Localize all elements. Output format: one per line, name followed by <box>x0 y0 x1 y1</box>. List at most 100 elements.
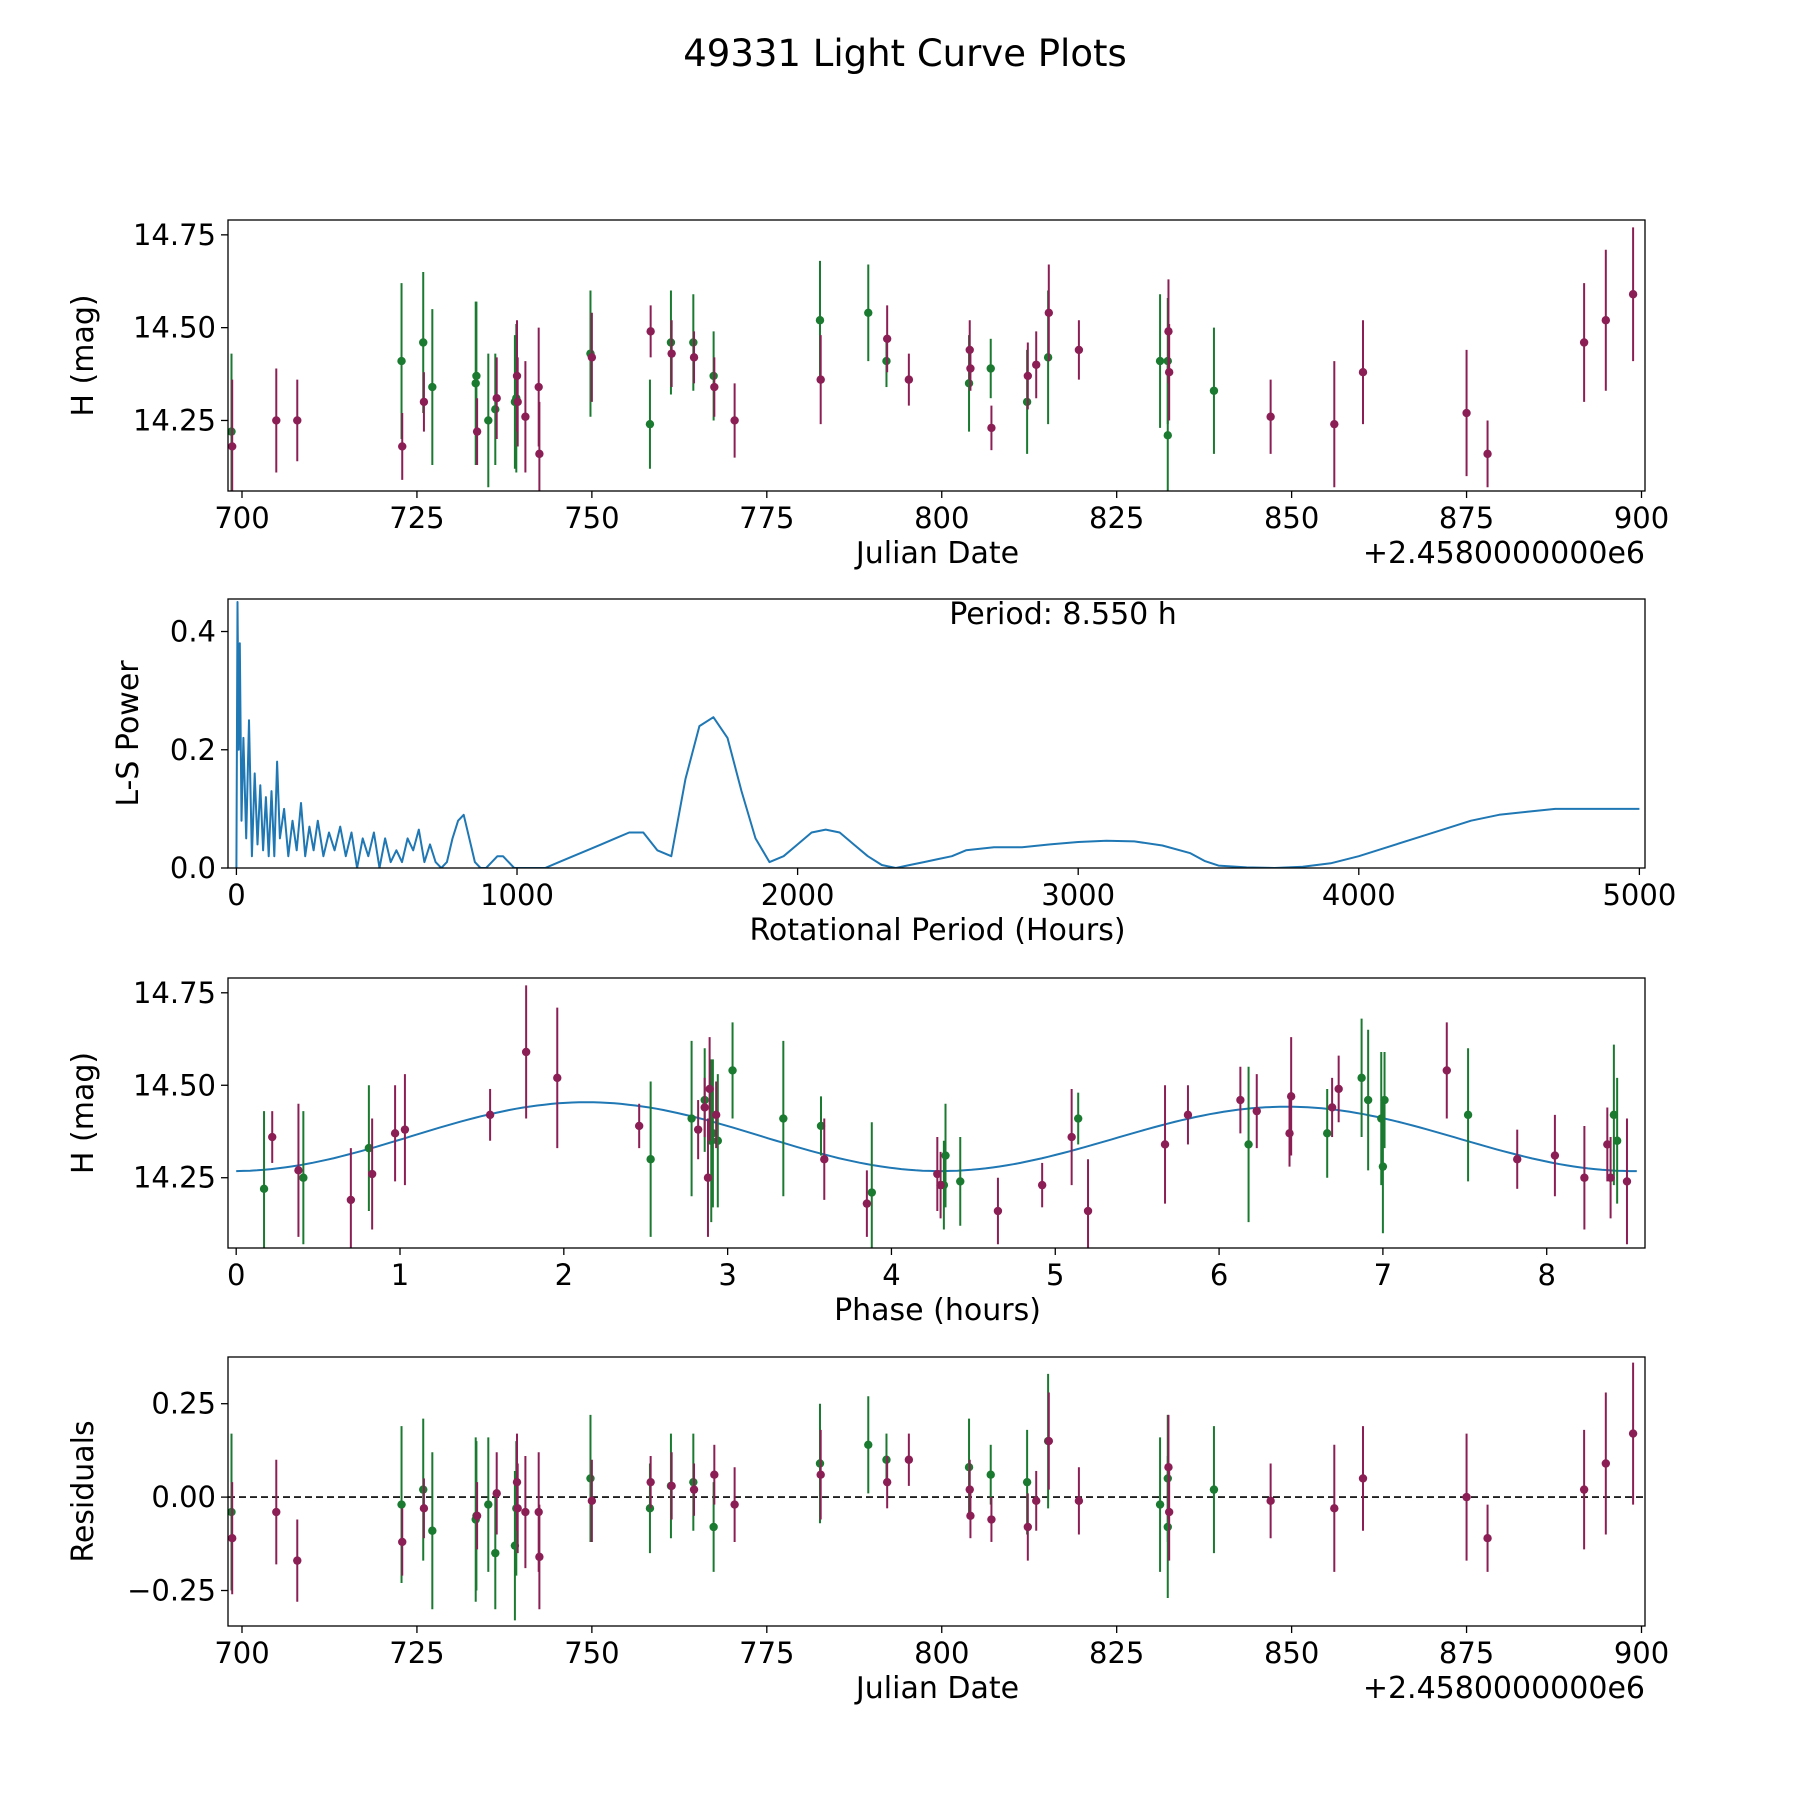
x-tick-label: 775 <box>739 1636 794 1670</box>
axes-frame <box>227 1356 1646 1627</box>
magenta-data-point <box>1334 1084 1343 1094</box>
y-tick-label: 14.25 <box>133 1161 216 1195</box>
magenta-data-point <box>689 353 699 362</box>
residuals-panel: 700 725 750 775 800 825 850 875 900 −0.25 0.00 0.25… <box>66 1356 1669 1706</box>
x-tick-label: 825 <box>1089 501 1144 535</box>
green-data-point <box>1209 386 1219 395</box>
magenta-data-point <box>693 1125 703 1134</box>
green-data-point <box>472 371 481 381</box>
green-data-point <box>428 1526 437 1535</box>
x-tick-label: 875 <box>1439 1636 1494 1670</box>
magenta-data-point <box>228 1534 237 1543</box>
green-data-point <box>299 1173 308 1182</box>
green-data-point <box>1463 1110 1473 1120</box>
period-annotation: Period: 8.550 h <box>949 597 1177 632</box>
magenta-data-point <box>1601 1459 1611 1468</box>
magenta-data-point <box>987 423 996 433</box>
magenta-data-point <box>1628 290 1638 299</box>
magenta-data-point <box>1044 1436 1054 1446</box>
green-data-point <box>1380 1095 1389 1105</box>
green-data-point <box>815 316 825 325</box>
x-tick-label: 750 <box>564 501 619 535</box>
magenta-data-point <box>472 1511 482 1520</box>
y-tick-label: 0.2 <box>170 733 216 767</box>
x-tick-label: 750 <box>564 1636 619 1670</box>
x-axis-label: Julian Date <box>854 1671 1019 1706</box>
magenta-data-point <box>1483 1534 1492 1543</box>
green-data-point <box>1155 1500 1165 1509</box>
magenta-data-point <box>703 1173 713 1182</box>
y-tick-label: −0.25 <box>127 1574 216 1608</box>
x-tick-label: 850 <box>1264 1636 1319 1670</box>
green-data-point <box>1378 1162 1388 1171</box>
green-data-point <box>956 1177 965 1186</box>
magenta-data-point <box>1579 338 1589 347</box>
magenta-data-point <box>1483 449 1492 459</box>
magenta-data-point <box>228 442 237 451</box>
x-tick-label: 7 <box>1374 1258 1392 1292</box>
magenta-data-point <box>1622 1177 1632 1186</box>
magenta-data-point <box>587 353 597 362</box>
magenta-data-point <box>667 1481 676 1491</box>
green-data-point <box>491 1548 500 1558</box>
y-tick-label: 0.0 <box>170 851 216 885</box>
magenta-data-point <box>1330 419 1339 429</box>
y-axis-label: L-S Power <box>111 660 146 807</box>
magenta-data-point <box>1023 371 1033 381</box>
figure-title: 49331 Light Curve Plots <box>683 32 1127 75</box>
magenta-data-point <box>634 1121 644 1131</box>
magenta-data-point <box>390 1129 400 1138</box>
y-tick-label: 14.75 <box>133 218 216 252</box>
green-data-point <box>779 1114 788 1123</box>
plot-area <box>236 985 1637 1248</box>
x-tick-label: 4 <box>882 1258 900 1292</box>
magenta-data-point <box>1183 1110 1193 1120</box>
magenta-data-point <box>966 1511 975 1520</box>
magenta-data-point <box>521 1047 531 1057</box>
magenta-data-point <box>816 1470 825 1479</box>
x-tick-label: 4000 <box>1322 878 1396 912</box>
x-tick-label: 900 <box>1614 1636 1669 1670</box>
x-tick-label: 1000 <box>480 878 554 912</box>
magenta-data-point <box>820 1155 829 1164</box>
green-data-point <box>728 1066 737 1075</box>
magenta-data-point <box>646 1477 655 1487</box>
magenta-data-point <box>1067 1132 1076 1142</box>
magenta-data-point <box>587 1496 597 1506</box>
green-data-point <box>1322 1129 1332 1138</box>
magenta-data-point <box>293 416 302 425</box>
magenta-data-point <box>1358 1474 1368 1483</box>
magenta-data-point <box>1358 368 1368 377</box>
magenta-data-point <box>965 1485 974 1494</box>
magenta-data-point <box>294 1166 303 1175</box>
x-tick-label: 3000 <box>1041 878 1115 912</box>
x-tick-label: 8 <box>1537 1258 1555 1292</box>
magenta-data-point <box>1550 1151 1560 1160</box>
magenta-data-point <box>1074 1496 1084 1506</box>
green-data-point <box>713 1136 723 1145</box>
x-axis-label: Rotational Period (Hours) <box>749 913 1125 948</box>
power-series-line <box>235 601 1640 868</box>
y-axis-label: H (mag) <box>66 294 101 416</box>
green-data-point <box>1209 1485 1219 1494</box>
green-data-point <box>986 364 995 373</box>
green-data-point <box>646 1155 655 1164</box>
magenta-data-point <box>1442 1066 1451 1075</box>
green-data-point <box>491 405 500 414</box>
x-tick-label: 5000 <box>1602 878 1676 912</box>
magenta-data-point <box>1603 1140 1612 1149</box>
magenta-data-point <box>272 1507 281 1517</box>
magenta-data-point <box>1074 345 1084 355</box>
x-tick-label: 700 <box>214 1636 269 1670</box>
green-data-point <box>816 1121 826 1131</box>
magenta-data-point <box>1252 1106 1261 1116</box>
magenta-data-point <box>1580 1173 1589 1182</box>
x-axis-label: Julian Date <box>854 536 1019 571</box>
y-tick-label: 14.50 <box>133 311 216 345</box>
x-tick-label: 850 <box>1264 501 1319 535</box>
magenta-data-point <box>346 1195 356 1205</box>
x-tick-label: 3 <box>718 1258 736 1292</box>
green-data-point <box>419 338 428 347</box>
magenta-data-point <box>1462 408 1471 418</box>
